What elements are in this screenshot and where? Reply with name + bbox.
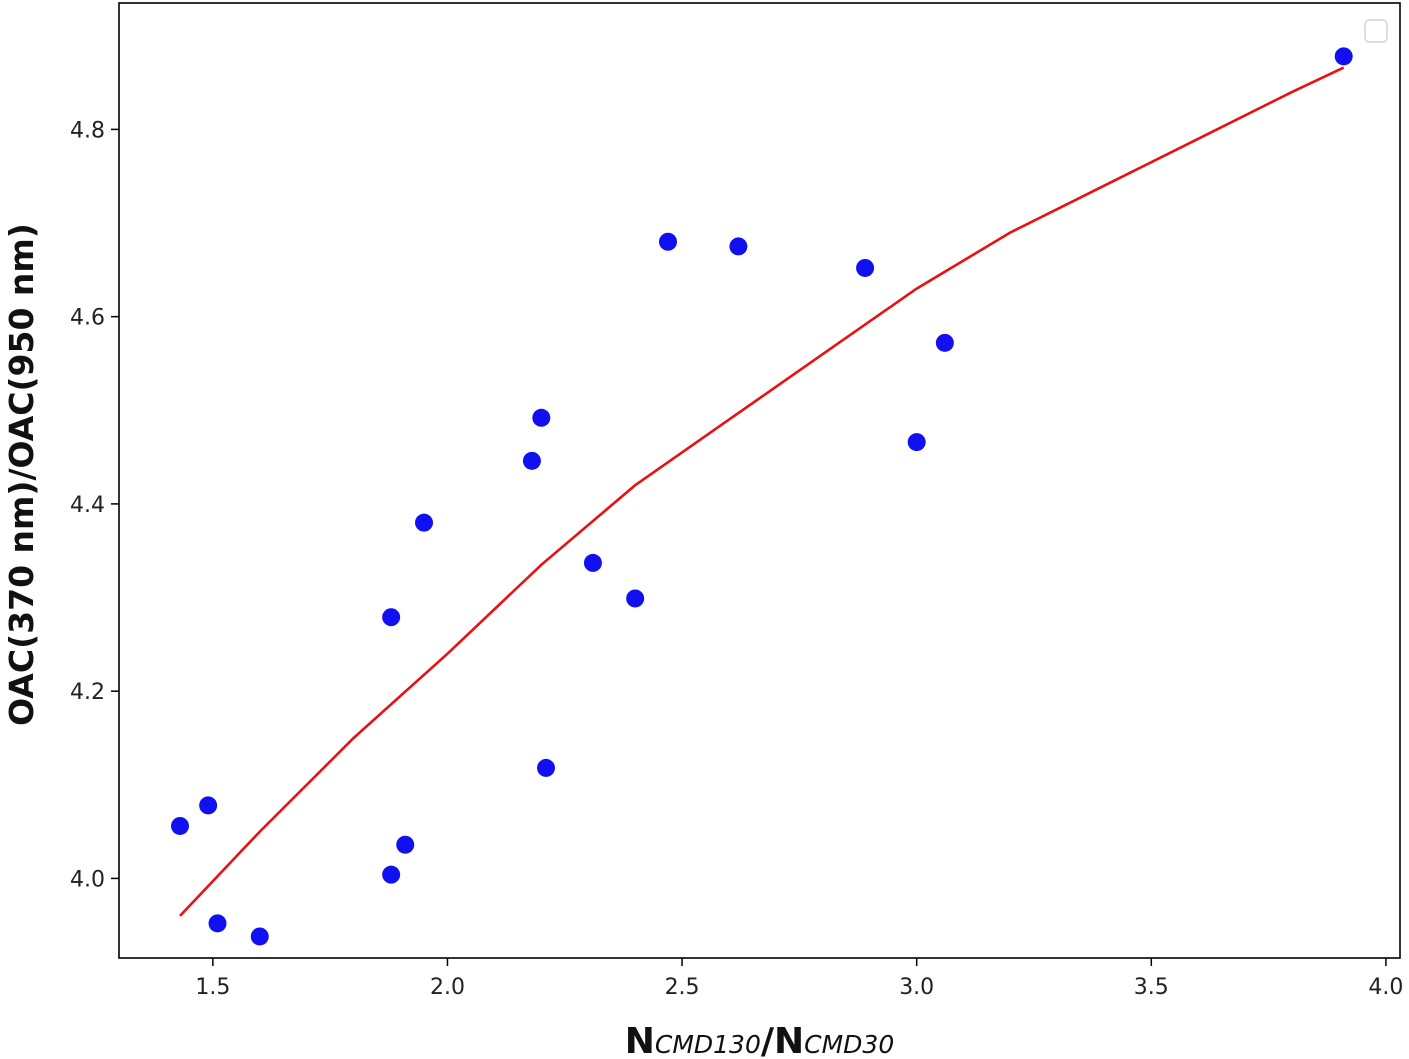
x-axis: 1.5 2.0 2.5 3.0 3.5 4.0 <box>195 958 1403 1000</box>
y-tick-label: 4.2 <box>70 680 105 705</box>
plot-frame <box>118 2 1401 959</box>
x-axis-label-part: /N <box>761 1021 804 1059</box>
data-point-17 <box>907 433 926 452</box>
data-point-3 <box>208 914 227 933</box>
data-point-12 <box>583 553 602 572</box>
data-point-7 <box>396 835 415 854</box>
y-axis: 4.0 4.2 4.4 4.6 4.8 <box>70 118 119 892</box>
data-point-6 <box>382 865 401 884</box>
x-tick-label: 3.0 <box>899 975 934 1000</box>
legend-box <box>1364 19 1388 43</box>
x-axis-label-subscript: CMD130 <box>655 1030 761 1059</box>
x-axis-label: NCMD130/NCMD30 <box>625 1021 895 1059</box>
x-tick-label: 1.5 <box>195 975 230 1000</box>
data-point-9 <box>522 451 541 470</box>
x-axis-label-part: N <box>625 1021 655 1059</box>
data-point-18 <box>935 333 954 352</box>
data-point-1 <box>171 816 189 835</box>
x-axis-label-subscript: CMD30 <box>804 1030 894 1059</box>
x-tick-label: 2.0 <box>430 975 465 1000</box>
data-point-19 <box>1334 47 1353 66</box>
x-tick-label: 3.5 <box>1134 975 1169 1000</box>
data-point-2 <box>199 796 218 815</box>
data-point-8 <box>415 513 433 532</box>
x-tick-label: 2.5 <box>665 975 700 1000</box>
y-tick-label: 4.0 <box>70 867 105 892</box>
scatter-points-layer <box>171 47 1353 946</box>
x-tick-label: 4.0 <box>1368 975 1403 1000</box>
fit-line <box>179 66 1345 917</box>
data-point-11 <box>537 758 555 777</box>
data-point-15 <box>729 237 748 256</box>
data-point-14 <box>659 232 677 251</box>
y-axis-label: OAC(370 nm)/OAC(950 nm) <box>2 223 41 726</box>
y-tick-label: 4.6 <box>70 306 105 331</box>
y-tick-label: 4.8 <box>70 118 105 143</box>
data-point-13 <box>626 589 645 608</box>
data-point-16 <box>856 258 875 277</box>
data-point-5 <box>382 608 401 627</box>
fit-line-layer <box>179 66 1345 917</box>
data-point-4 <box>250 927 269 946</box>
y-tick-label: 4.4 <box>70 493 105 518</box>
data-point-10 <box>532 408 551 427</box>
